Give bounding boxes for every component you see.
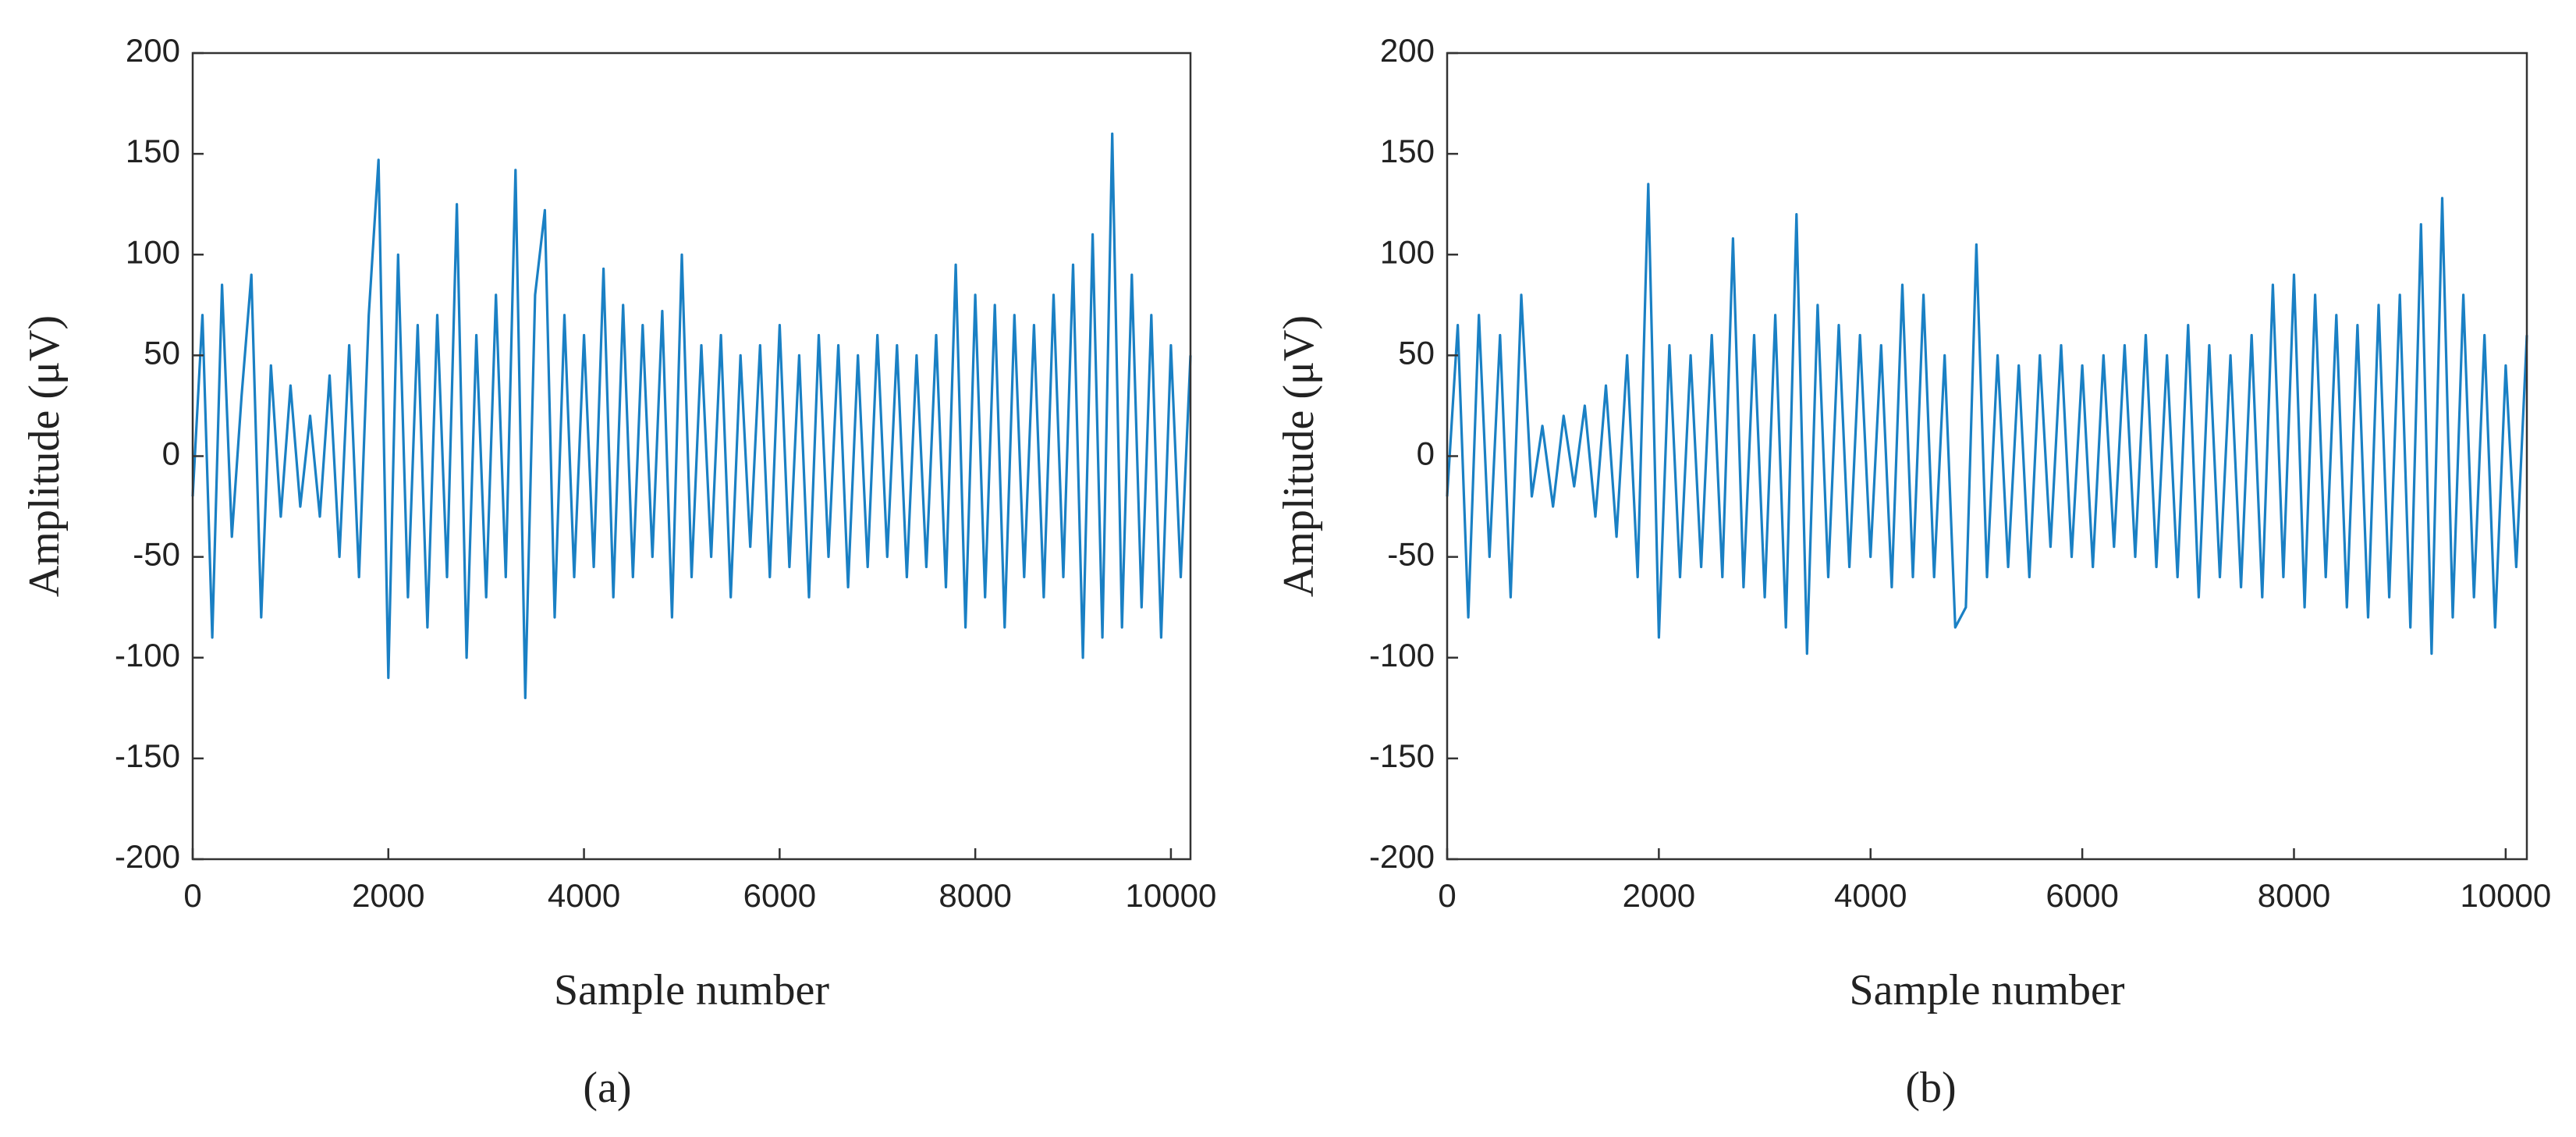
y-tick-label: -50 <box>1387 536 1435 573</box>
y-tick-label: 100 <box>1380 233 1435 270</box>
x-tick-label: 8000 <box>939 877 1011 914</box>
y-axis-label: Amplitude (μV) <box>20 315 69 597</box>
y-axis-label: Amplitude (μV) <box>1275 315 1323 597</box>
x-axis-label: Sample number <box>554 966 829 1014</box>
y-tick-label: 0 <box>1417 435 1435 472</box>
x-axis-label: Sample number <box>1849 966 2124 1014</box>
y-tick-label: 200 <box>1380 32 1435 69</box>
x-tick-label: 10000 <box>2460 877 2551 914</box>
y-tick-label: -200 <box>115 838 180 875</box>
y-tick-label: -100 <box>115 637 180 673</box>
caption: (b) <box>1905 1064 1956 1112</box>
y-tick-label: -150 <box>1369 737 1435 774</box>
x-tick-label: 2000 <box>352 877 424 914</box>
x-tick-label: 0 <box>183 877 201 914</box>
x-tick-label: 10000 <box>1126 877 1217 914</box>
y-tick-label: 0 <box>162 435 180 472</box>
y-tick-label: -200 <box>1369 838 1435 875</box>
y-tick-label: -50 <box>133 536 180 573</box>
x-tick-label: 4000 <box>548 877 620 914</box>
y-tick-label: 200 <box>126 32 180 69</box>
x-tick-label: 6000 <box>743 877 816 914</box>
y-tick-label: -150 <box>115 737 180 774</box>
x-tick-label: 4000 <box>1834 877 1907 914</box>
y-tick-label: -100 <box>1369 637 1435 673</box>
signal-line <box>191 132 1192 699</box>
x-tick-label: 6000 <box>2046 877 2118 914</box>
y-tick-label: 150 <box>126 133 180 169</box>
x-tick-label: 0 <box>1438 877 1456 914</box>
plot-frame <box>191 52 1192 861</box>
x-tick-label: 2000 <box>1623 877 1695 914</box>
y-tick-label: 150 <box>1380 133 1435 169</box>
plot-frame <box>1446 52 2528 861</box>
y-tick-label: 50 <box>1398 334 1435 371</box>
x-tick-label: 8000 <box>2258 877 2330 914</box>
y-tick-label: 100 <box>126 233 180 270</box>
caption: (a) <box>583 1064 631 1112</box>
signal-line <box>1446 183 2528 656</box>
y-tick-label: 50 <box>144 334 180 371</box>
